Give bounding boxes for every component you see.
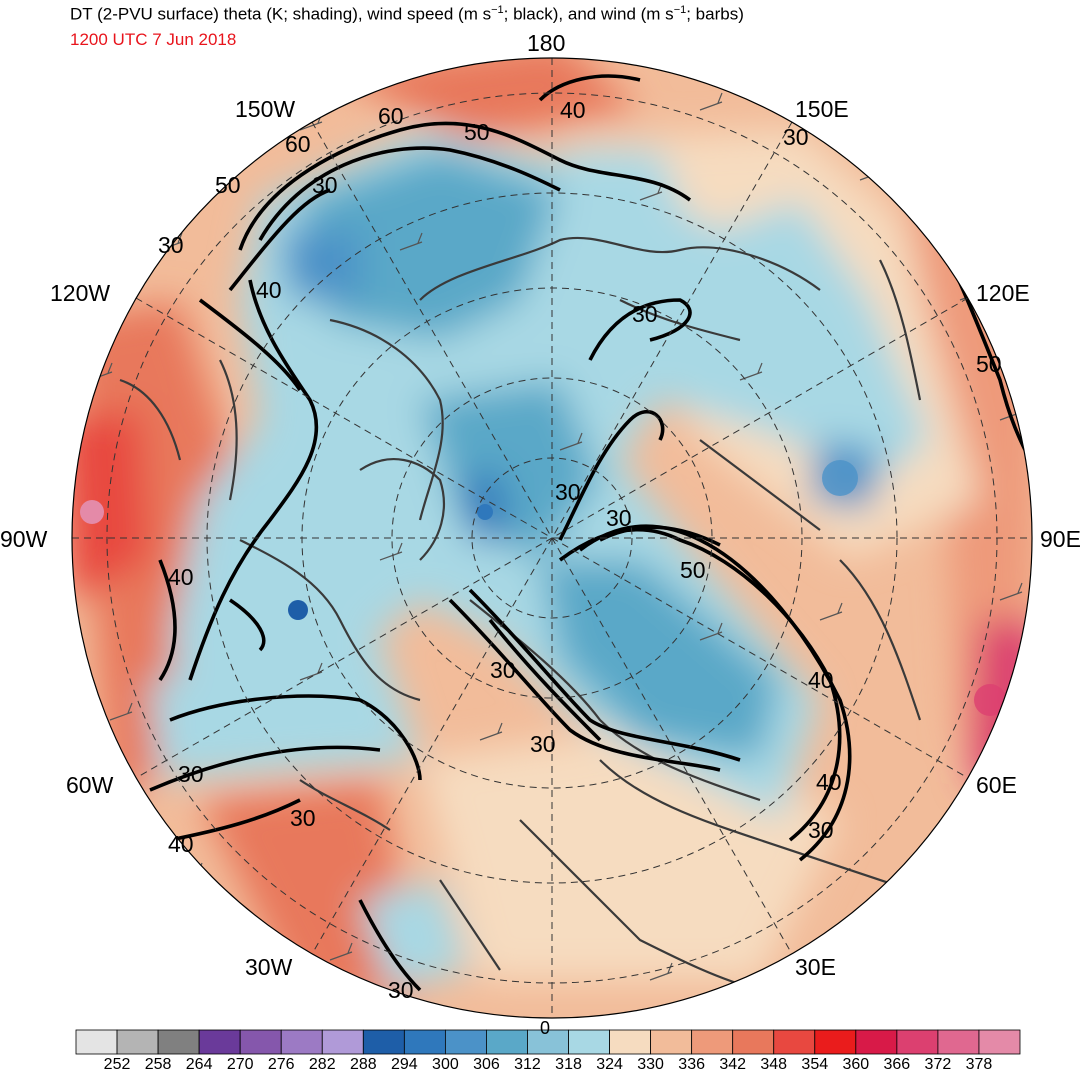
colorbar-swatch bbox=[691, 1029, 734, 1055]
colorbar-swatch bbox=[937, 1029, 980, 1055]
colorbar-tick-label: 366 bbox=[883, 1056, 911, 1073]
contour-label: 60 bbox=[378, 103, 404, 129]
contour-label: 30 bbox=[530, 731, 556, 757]
colorbar-swatch bbox=[198, 1029, 241, 1055]
contour-label: 50 bbox=[215, 172, 241, 198]
colorbar-tick-label: 252 bbox=[103, 1056, 131, 1073]
colorbar-swatch bbox=[978, 1029, 1021, 1055]
colorbar-swatch bbox=[527, 1029, 569, 1055]
lon-label-180: 180 bbox=[527, 30, 566, 56]
colorbar-swatch bbox=[814, 1029, 857, 1055]
colorbar-swatch bbox=[650, 1029, 693, 1055]
colorbar-tick-label: 276 bbox=[267, 1056, 295, 1073]
colorbar-tick-label: 330 bbox=[637, 1056, 664, 1073]
colorbar-swatch bbox=[896, 1029, 939, 1055]
lon-label-60e: 60E bbox=[976, 772, 1017, 798]
colorbar-swatch bbox=[280, 1029, 323, 1055]
lon-label-150e: 150E bbox=[795, 96, 849, 122]
colorbar-swatch bbox=[444, 1029, 487, 1055]
colorbar-tick-label: 270 bbox=[226, 1056, 254, 1073]
colorbar-swatch bbox=[609, 1029, 652, 1055]
colorbar-tick-label: 312 bbox=[514, 1056, 541, 1073]
colorbar-swatch bbox=[239, 1029, 282, 1055]
contour-label: 30 bbox=[490, 657, 516, 683]
shading-layer bbox=[72, 58, 1032, 1018]
lon-label-0: 0 bbox=[540, 1018, 551, 1038]
colorbar-tick-label: 258 bbox=[144, 1056, 172, 1073]
colorbar-swatch bbox=[403, 1029, 446, 1055]
lon-label-90w: 90W bbox=[0, 526, 48, 552]
colorbar-tick-label: 288 bbox=[349, 1056, 377, 1073]
colorbar-swatch bbox=[75, 1029, 118, 1055]
valid-time-label: 1200 UTC 7 Jun 2018 bbox=[70, 30, 237, 49]
colorbar-swatch bbox=[321, 1029, 364, 1055]
colorbar-tick-label: 348 bbox=[760, 1056, 788, 1073]
colorbar-swatch bbox=[732, 1029, 775, 1055]
colorbar-tick-label: 306 bbox=[473, 1056, 500, 1073]
contour-label: 30 bbox=[555, 479, 581, 505]
contour-label: 40 bbox=[168, 831, 194, 857]
contour-label: 40 bbox=[808, 667, 834, 693]
colorbar-tick-label: 300 bbox=[432, 1056, 459, 1073]
colorbar-swatch bbox=[116, 1029, 159, 1055]
contour-label: 30 bbox=[178, 761, 204, 787]
lon-label-30w: 30W bbox=[245, 954, 293, 980]
lon-label-90e: 90E bbox=[1040, 526, 1081, 552]
figure-title: DT (2-PVU surface) theta (K; shading), w… bbox=[70, 4, 744, 24]
contour-label: 30 bbox=[606, 505, 632, 531]
contour-label: 30 bbox=[158, 232, 184, 258]
colorbar-tick-label: 354 bbox=[801, 1056, 829, 1073]
colorbar-tick-label: 360 bbox=[842, 1056, 870, 1073]
colorbar-swatch bbox=[773, 1029, 816, 1055]
contour-label: 30 bbox=[290, 805, 316, 831]
contour-label: 40 bbox=[816, 769, 842, 795]
contour-label: 30 bbox=[388, 977, 414, 1003]
colorbar-tick-label: 342 bbox=[719, 1056, 747, 1073]
contour-label: 30 bbox=[783, 124, 809, 150]
contour-label: 40 bbox=[256, 277, 282, 303]
colorbar-swatch bbox=[486, 1029, 528, 1055]
contour-label: 30 bbox=[808, 817, 834, 843]
colorbar-tick-label: 264 bbox=[185, 1056, 213, 1073]
colorbar-swatch bbox=[568, 1029, 610, 1055]
lon-label-150w: 150W bbox=[235, 96, 296, 122]
colorbar-swatch bbox=[855, 1029, 898, 1055]
graticule bbox=[72, 58, 1032, 1018]
colorbar-tick-label: 318 bbox=[555, 1056, 582, 1073]
colorbar-tick-label: 378 bbox=[965, 1056, 993, 1073]
lon-label-30e: 30E bbox=[795, 954, 836, 980]
colorbar-swatch bbox=[157, 1029, 200, 1055]
contour-labels: 60 60 50 40 30 50 30 30 40 30 50 30 30 50 40 40 30 30 30 30… bbox=[158, 97, 1002, 1003]
contour-label: 50 bbox=[976, 351, 1002, 377]
contour-label: 60 bbox=[285, 131, 311, 157]
wind-speed-contours bbox=[149, 74, 1032, 992]
contour-label: 40 bbox=[560, 97, 586, 123]
colorbar-swatch bbox=[362, 1029, 405, 1055]
contour-label: 40 bbox=[168, 564, 194, 590]
contour-label: 30 bbox=[312, 172, 338, 198]
colorbar-tick-label: 336 bbox=[678, 1056, 705, 1073]
colorbar-tick-label: 372 bbox=[924, 1056, 952, 1073]
coastlines bbox=[119, 236, 941, 992]
contour-label: 50 bbox=[464, 119, 490, 145]
colorbar-tick-label: 324 bbox=[596, 1056, 623, 1073]
contour-label: 30 bbox=[632, 301, 658, 327]
lon-label-60w: 60W bbox=[66, 772, 114, 798]
lon-label-120w: 120W bbox=[50, 280, 111, 306]
lon-label-120e: 120E bbox=[976, 280, 1030, 306]
colorbar-tick-label: 294 bbox=[390, 1056, 418, 1073]
map-boundary bbox=[71, 57, 1033, 1019]
colorbar-tick-label: 282 bbox=[308, 1056, 336, 1073]
colorbar bbox=[75, 1029, 1021, 1055]
contour-label: 50 bbox=[680, 557, 706, 583]
